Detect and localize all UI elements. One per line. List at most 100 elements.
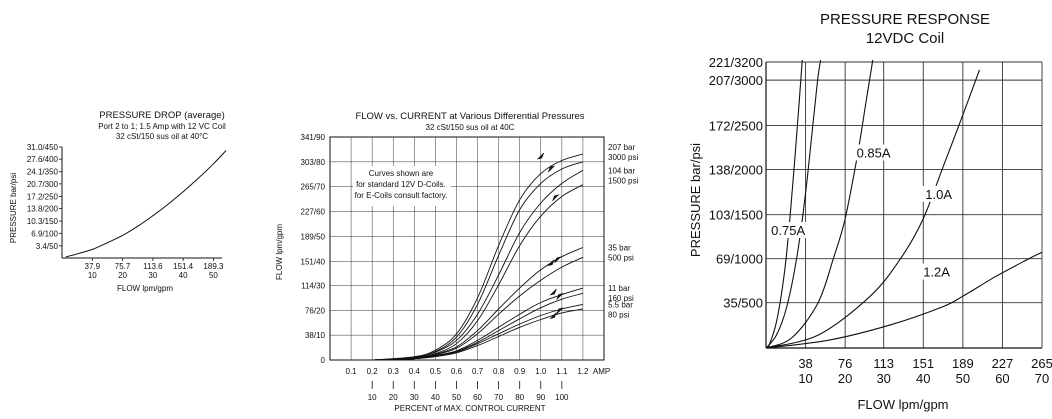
pressure-drop-y-tick-label: 10.3/150 [27,217,59,226]
pressure-response-curve [766,251,1042,348]
pressure-response-y-tick-label: 103/1500 [709,208,763,223]
pressure-drop-x-tick-label-gpm: 10 [88,271,97,280]
flow-current-y-tick-label: 227/60 [301,208,326,217]
pressure-drop-curve [65,150,227,258]
pressure-response-curve-label: 1.0A [925,187,952,202]
pressure-response-x-tick-label-gpm: 10 [798,371,812,386]
flow-current-series-label: 5.5 bar [608,300,633,309]
pressure-drop-y-tick-label: 3.4/50 [36,242,59,251]
flow-current-series-label: 500 psi [608,254,634,263]
flow-current-percent-label: 80 [515,393,524,402]
flow-current-percent-label: 90 [536,393,545,402]
pressure-drop-x-tick-label: 75.7 [115,262,131,271]
flow-current-series-label: 35 bar [608,244,631,253]
flow-current-percent-label: 30 [410,393,419,402]
pressure-drop-x-tick-label: 151.4 [173,262,194,271]
pressure-response-x-tick-label-gpm: 60 [995,371,1009,386]
pressure-drop-x-tick-label-gpm: 40 [179,271,188,280]
pressure-response-y-label: PRESSURE bar/psi [688,143,703,257]
flow-current-direction-arrow [554,256,562,264]
flow-current-series-label: 3000 psi [608,153,638,162]
pressure-response-y-tick-label: 221/3200 [709,55,763,70]
pressure-drop-x-tick-label: 189.3 [203,262,224,271]
flow-current-subtitle: 32 cSt/150 sus oil at 40C [426,123,515,132]
flow-current-direction-arrow [549,312,557,320]
flow-current-y-tick-label: 265/70 [301,183,326,192]
flow-current-x-unit: AMP [593,367,610,376]
pressure-drop-y-tick-label: 20.7/300 [27,180,59,189]
flow-current-y-tick-label: 189/50 [301,232,326,241]
flow-current-percent-label: 20 [389,393,398,402]
pressure-response-plot-area: 35/50069/1000103/1500138/2000172/2500207… [709,55,1052,386]
pressure-drop-x-label: FLOW lpm/gpm [117,284,173,293]
flow-current-series-label: 80 psi [608,310,630,319]
flow-current-percent-label: 100 [555,393,569,402]
pressure-drop-subtitle-2: 32 cSt/150 sus oil at 40°C [116,132,208,141]
flow-current-percent-label: 10 [368,393,377,402]
flow-current-curve [372,308,583,360]
flow-current-direction-arrow [547,259,555,267]
flow-current-y-tick-label: 303/80 [301,158,326,167]
flow-current-curve [372,256,584,360]
pressure-response-y-tick-label: 69/1000 [716,252,763,267]
pressure-response-x-tick-label: 38 [798,356,812,371]
flow-current-direction-arrow [556,307,564,315]
pressure-drop-x-tick-label: 113.6 [143,262,163,271]
pressure-response-curve-label-bg [922,185,961,202]
pressure-drop-y-tick-label: 24.1/350 [27,168,59,177]
flow-current-curve [372,153,584,360]
pressure-response-x-tick-label: 189 [952,356,974,371]
flow-current-curve [372,170,584,360]
pressure-drop-plot-area: 3.4/50 6.9/100 10.3/150 13.8/200 17.2/250 20.… [27,143,227,280]
flow-current-series-label: 1500 psi [608,176,638,185]
pressure-drop-y-tick-label: 13.8/200 [27,205,59,214]
pressure-response-curve-label: 0.75A [771,223,805,238]
pressure-drop-chart: PRESSURE DROP (average) Port 2 to 1; 1.5… [9,110,227,293]
flow-current-percent-label: 50 [452,393,461,402]
pressure-response-x-label: FLOW lpm/gpm [857,397,948,412]
flow-current-x-tick-label: 1.2 [577,367,589,376]
pressure-response-curve-label: 1.2A [923,265,950,280]
pressure-drop-subtitle-1: Port 2 to 1; 1.5 Amp with 12 VC Coil [98,122,226,131]
flow-current-x-tick-label: 0.7 [472,367,484,376]
pressure-drop-x-tick-label: 37.9 [85,262,101,271]
pressure-response-x-tick-label: 227 [992,356,1014,371]
pressure-response-curve [766,69,981,348]
flow-current-x-label: PERCENT of MAX. CONTROL CURRENT [394,404,545,413]
flow-current-x-tick-label: 1.1 [556,367,568,376]
pressure-response-curve [766,60,874,348]
flow-current-plot-area: 0 38/10 76/20 114/30 151/40 189/50 227/60 265/7… [301,133,639,402]
pressure-drop-title: PRESSURE DROP (average) [99,110,224,121]
flow-current-note-box [353,166,451,206]
flow-current-percent-label: 70 [494,393,503,402]
flow-current-y-label: FLOW lpm/gpm [275,224,284,280]
flow-current-x-tick-label: 0.6 [451,367,463,376]
flow-current-frame [329,136,605,361]
pressure-response-curve-label-bg [853,144,900,161]
flow-current-direction-arrow [536,152,545,160]
pressure-drop-x-tick-label-gpm: 20 [118,271,127,280]
flow-current-percent-label: 60 [473,393,482,402]
flow-current-x-tick-label: 0.8 [493,367,505,376]
pressure-drop-y-tick-label: 6.9/100 [31,229,58,238]
flow-current-x-tick-label: 0.1 [346,367,358,376]
flow-vs-current-chart: FLOW vs. CURRENT at Various Differential… [275,111,638,413]
flow-current-series-label: 207 bar [608,143,635,152]
pressure-response-curve-label-bg [920,263,959,280]
flow-current-series-label: 160 psi [608,294,634,303]
pressure-response-curve-label-bg [768,222,815,239]
pressure-drop-y-tick-label: 27.6/400 [27,155,59,164]
pressure-response-curve-label: 0.85A [857,145,891,160]
flow-current-percent-label: 40 [431,393,440,402]
flow-current-x-tick-label: 0.9 [514,367,526,376]
pressure-response-title: PRESSURE RESPONSE [820,11,990,28]
flow-current-series-label: 11 bar [608,284,630,293]
pressure-response-x-tick-label-gpm: 20 [838,371,852,386]
flow-current-note-line-1: Curves shown are [369,169,434,178]
flow-current-series-label: 104 bar [608,166,635,175]
flow-current-x-tick-label: 1.0 [535,367,547,376]
pressure-response-y-tick-label: 35/500 [723,296,763,311]
pressure-response-chart: PRESSURE RESPONSE 12VDC Coil 35/500 69/10… [688,11,1052,412]
flow-current-y-tick-label: 76/20 [305,306,326,315]
